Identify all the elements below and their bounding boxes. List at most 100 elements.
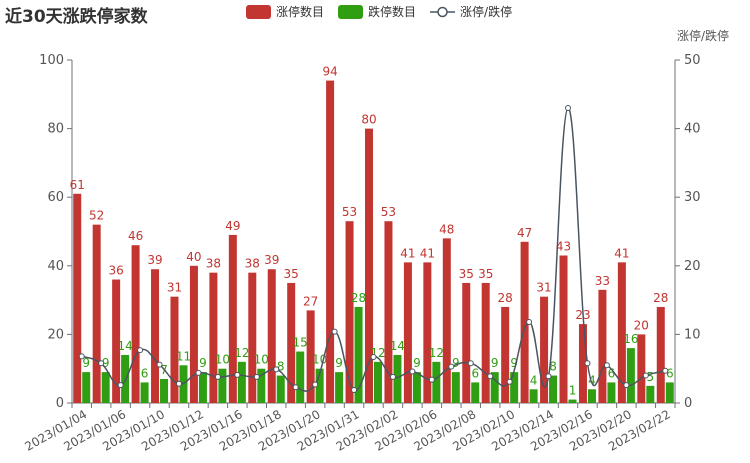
bar-limit-down bbox=[451, 372, 460, 403]
bar-limit-up bbox=[481, 282, 490, 403]
bar-limit-down bbox=[315, 368, 324, 403]
chart-title: 近30天涨跌停家数 bbox=[5, 7, 148, 27]
bar-limit-up bbox=[306, 310, 315, 403]
bar-label-limit-up: 28 bbox=[498, 291, 513, 305]
y-left-tick-label: 100 bbox=[39, 53, 64, 68]
ratio-point bbox=[351, 386, 358, 393]
bar-label-limit-up: 35 bbox=[284, 267, 299, 281]
bar-label-limit-up: 36 bbox=[108, 264, 123, 278]
bar-label-limit-down: 5 bbox=[647, 370, 655, 384]
bar-label-limit-up: 38 bbox=[245, 257, 260, 271]
bar-limit-down bbox=[568, 399, 577, 403]
bar-label-limit-up: 46 bbox=[128, 229, 143, 243]
bar-limit-up bbox=[170, 296, 179, 403]
bar-limit-up bbox=[326, 80, 335, 403]
ratio-point bbox=[98, 360, 105, 367]
ratio-point bbox=[467, 360, 474, 367]
bar-label-limit-up: 80 bbox=[361, 113, 376, 127]
bar-limit-up bbox=[151, 269, 160, 403]
bar-limit-down bbox=[549, 375, 558, 403]
bar-limit-up bbox=[520, 241, 529, 403]
bar-label-limit-down: 6 bbox=[666, 366, 674, 380]
bar-label-limit-up: 43 bbox=[556, 240, 571, 254]
bar-label-limit-up: 94 bbox=[322, 65, 337, 79]
bar-label-limit-up: 41 bbox=[400, 246, 415, 260]
legend-item-limit-down[interactable]: 跌停数目 bbox=[338, 3, 416, 20]
bar-limit-down bbox=[179, 365, 188, 403]
y-right-axis-title: 涨停/跌停 bbox=[677, 28, 729, 43]
bar-limit-up bbox=[248, 272, 257, 403]
ratio-point bbox=[584, 360, 591, 367]
bar-label-limit-up: 31 bbox=[536, 281, 551, 295]
bar-label-limit-up: 39 bbox=[264, 253, 279, 267]
bar-label-limit-up: 52 bbox=[89, 209, 104, 223]
bar-label-limit-down: 9 bbox=[199, 356, 207, 370]
bar-limit-up bbox=[423, 262, 432, 403]
bar-label-limit-down: 8 bbox=[549, 360, 557, 374]
bar-label-limit-down: 10 bbox=[254, 353, 269, 367]
ratio-point bbox=[409, 368, 416, 375]
bar-limit-up bbox=[462, 282, 471, 403]
y-left-tick-label: 20 bbox=[47, 327, 64, 342]
bar-label-limit-up: 28 bbox=[653, 291, 668, 305]
bar-limit-down bbox=[374, 361, 382, 403]
bar-label-limit-down: 9 bbox=[510, 356, 518, 370]
bar-label-limit-up: 41 bbox=[420, 246, 435, 260]
bar-limit-down bbox=[101, 372, 110, 403]
bar-limit-down bbox=[471, 382, 480, 403]
bar-label-limit-down: 4 bbox=[530, 373, 538, 387]
bar-limit-up bbox=[578, 324, 587, 403]
bar-limit-up bbox=[656, 306, 665, 403]
y-left-tick-label: 40 bbox=[47, 259, 64, 274]
bar-limit-up bbox=[501, 306, 510, 403]
legend-label-limit-down: 跌停数目 bbox=[368, 5, 417, 19]
bar-label-limit-up: 53 bbox=[381, 205, 396, 219]
ratio-point bbox=[117, 382, 124, 389]
bar-limit-down bbox=[296, 351, 305, 403]
bar-label-limit-up: 53 bbox=[342, 205, 357, 219]
bar-limit-up bbox=[209, 272, 218, 403]
bar-limit-down bbox=[432, 361, 441, 403]
bar-label-limit-down: 1 bbox=[569, 384, 577, 398]
bar-label-limit-down: 11 bbox=[176, 349, 191, 363]
legend-label-limit-up: 涨停数目 bbox=[276, 5, 325, 19]
bar-limit-down bbox=[276, 375, 285, 403]
bar-label-limit-up: 40 bbox=[186, 250, 201, 264]
legend-item-limit-up[interactable]: 涨停数目 bbox=[246, 3, 324, 20]
y-left-tick-label: 80 bbox=[47, 122, 64, 137]
legend-swatch-ratio bbox=[430, 6, 456, 17]
bar-label-limit-down: 14 bbox=[390, 339, 405, 353]
bar-limit-up bbox=[617, 262, 626, 403]
ratio-point bbox=[253, 373, 260, 380]
bar-limit-down bbox=[140, 382, 149, 403]
bar-limit-up bbox=[112, 279, 121, 403]
bar-limit-up bbox=[267, 269, 276, 403]
ratio-point bbox=[448, 363, 455, 370]
bar-label-limit-up: 27 bbox=[303, 294, 318, 308]
bar-limit-up bbox=[442, 238, 451, 403]
bar-label-limit-down: 15 bbox=[293, 336, 308, 350]
ratio-point bbox=[175, 380, 182, 387]
bar-label-limit-up: 20 bbox=[634, 318, 649, 332]
bar-limit-up bbox=[131, 245, 140, 403]
bar-label-limit-down: 10 bbox=[215, 353, 230, 367]
legend-item-ratio[interactable]: 涨停/跌停 bbox=[430, 3, 512, 20]
legend-swatch-limit-up bbox=[246, 4, 271, 19]
bar-limit-up bbox=[92, 224, 101, 403]
bar-label-limit-up: 61 bbox=[70, 178, 85, 192]
bar-label-limit-down: 8 bbox=[277, 360, 285, 374]
ratio-point bbox=[487, 373, 494, 380]
bar-label-limit-up: 33 bbox=[595, 274, 610, 288]
bar-label-limit-down: 6 bbox=[608, 366, 616, 380]
bar-limit-down bbox=[626, 348, 635, 403]
ratio-point bbox=[78, 353, 85, 360]
bar-limit-up bbox=[598, 289, 607, 403]
ratio-point bbox=[662, 367, 669, 374]
bar-label-limit-down: 9 bbox=[82, 356, 90, 370]
bar-label-limit-up: 39 bbox=[147, 253, 162, 267]
bar-label-limit-up: 48 bbox=[439, 222, 454, 236]
ratio-point bbox=[526, 319, 533, 326]
bar-label-limit-down: 16 bbox=[623, 332, 638, 346]
bar-limit-down bbox=[646, 385, 655, 403]
bar-label-limit-down: 12 bbox=[234, 346, 249, 360]
